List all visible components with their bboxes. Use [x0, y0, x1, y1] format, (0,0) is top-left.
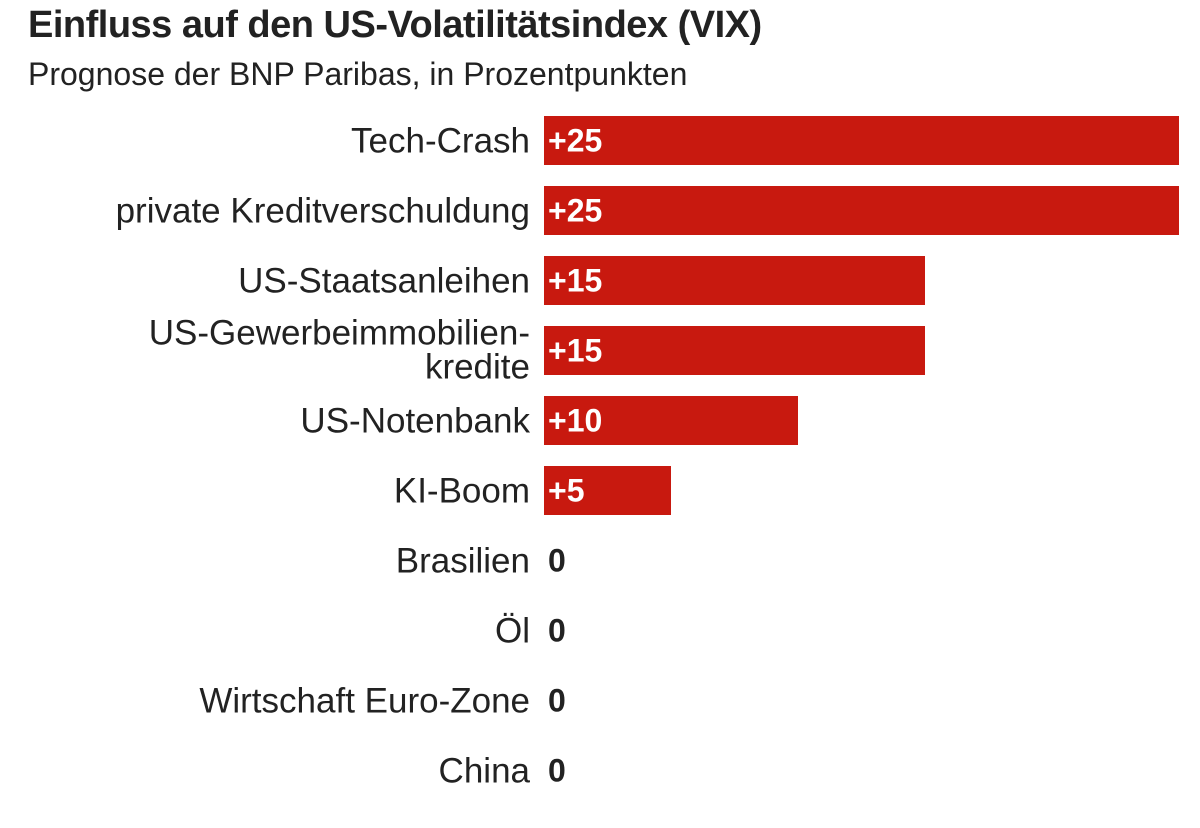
value-label: +15	[548, 263, 602, 299]
category-label: KI-Boom	[394, 472, 530, 511]
bar	[544, 396, 798, 445]
value-label: +25	[548, 123, 602, 159]
bar	[544, 326, 925, 375]
chart-subtitle: Prognose der BNP Paribas, in Prozentpunk…	[28, 56, 688, 92]
category-label: private Kreditverschuldung	[116, 192, 530, 231]
category-label: US-Notenbank	[300, 402, 530, 441]
value-label: +5	[548, 473, 584, 509]
value-label: 0	[548, 613, 566, 649]
category-label: Brasilien	[396, 542, 530, 581]
value-label: +10	[548, 403, 602, 439]
bar-row: US-Gewerbeimmobilien-kredite +15	[149, 314, 925, 387]
category-label: China	[439, 752, 531, 791]
value-label: 0	[548, 683, 566, 719]
value-label: +15	[548, 333, 602, 369]
bar-row: Tech-Crash +25	[351, 116, 1179, 165]
bar	[544, 116, 1179, 165]
value-label: 0	[548, 543, 566, 579]
bar	[544, 466, 671, 515]
bar-row: US-Staatsanleihen +15	[238, 256, 925, 305]
category-label-line: kredite	[425, 348, 530, 387]
bar	[544, 186, 1179, 235]
bar-row: Wirtschaft Euro-Zone 0	[199, 682, 565, 721]
chart-title: Einfluss auf den US-Volatilitätsindex (V…	[28, 4, 762, 46]
bar-row: Öl 0	[495, 612, 566, 651]
category-label: US-Gewerbeimmobilien-kredite	[149, 314, 530, 387]
bar-row: China 0	[439, 752, 566, 791]
value-label: 0	[548, 753, 566, 789]
bar-row: KI-Boom +5	[394, 466, 671, 515]
category-label-line: US-Gewerbeimmobilien-	[149, 314, 530, 353]
category-label: Wirtschaft Euro-Zone	[199, 682, 530, 721]
category-label: Öl	[495, 612, 530, 651]
bar	[544, 256, 925, 305]
category-label: US-Staatsanleihen	[238, 262, 530, 301]
value-label: +25	[548, 193, 602, 229]
bar-row: US-Notenbank +10	[300, 396, 798, 445]
bar-row: Brasilien 0	[396, 542, 566, 581]
category-label: Tech-Crash	[351, 122, 530, 161]
bar-row: private Kreditverschuldung +25	[116, 186, 1179, 235]
